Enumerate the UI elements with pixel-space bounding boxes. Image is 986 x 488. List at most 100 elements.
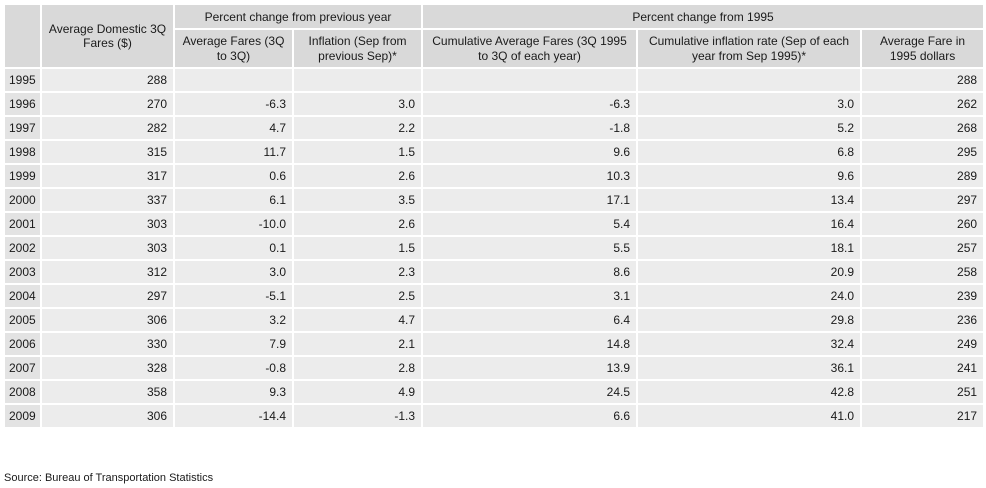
year-cell: 2007 [3, 355, 42, 381]
year-cell: 2002 [3, 235, 42, 261]
year-cell: 2003 [3, 259, 42, 285]
group-header-row: Average Domestic 3Q Fares ($) Percent ch… [3, 3, 986, 69]
value-cell: 41.0 [636, 403, 863, 429]
year-cell: 1999 [3, 163, 42, 189]
value-cell: 3.1 [421, 283, 639, 309]
value-cell: 330 [40, 331, 175, 357]
value-cell: -5.1 [173, 283, 294, 309]
table-row: 2002 303 0.1 1.5 5.5 18.1 257 [3, 235, 986, 261]
value-cell: 315 [40, 139, 175, 165]
value-cell: 6.6 [421, 403, 639, 429]
value-cell: 303 [40, 235, 175, 261]
value-cell: 8.6 [421, 259, 639, 285]
year-cell: 2008 [3, 379, 42, 405]
value-cell: -1.8 [421, 115, 639, 141]
value-cell: 24.5 [421, 379, 639, 405]
value-cell: 6.4 [421, 307, 639, 333]
value-cell: 260 [860, 211, 986, 237]
value-cell: -6.3 [173, 91, 294, 117]
table-body: 1995 288 288 1996 270 -6.3 3.0 -6.3 3.0 262 1997 28… [3, 67, 986, 429]
value-cell: 17.1 [421, 187, 639, 213]
table-row: 2001 303 -10.0 2.6 5.4 16.4 260 [3, 211, 986, 237]
table-row: 2009 306 -14.4 -1.3 6.6 41.0 217 [3, 403, 986, 429]
column-header: Cumulative inflation rate (Sep of each y… [636, 28, 863, 69]
value-cell: 297 [40, 283, 175, 309]
value-cell: 6.8 [636, 139, 863, 165]
table-row: 2007 328 -0.8 2.8 13.9 36.1 241 [3, 355, 986, 381]
value-cell: 7.9 [173, 331, 294, 357]
value-cell: 5.2 [636, 115, 863, 141]
value-cell: 2.6 [291, 163, 424, 189]
value-cell: -14.4 [173, 403, 294, 429]
value-cell: 257 [860, 235, 986, 261]
value-cell: 4.7 [291, 307, 424, 333]
value-cell: 303 [40, 211, 175, 237]
value-cell: 236 [860, 307, 986, 333]
value-cell: 9.6 [421, 139, 639, 165]
year-cell: 2005 [3, 307, 42, 333]
value-cell: 13.4 [636, 187, 863, 213]
value-cell: 0.1 [173, 235, 294, 261]
value-cell: 288 [860, 67, 986, 93]
value-cell: 2.8 [291, 355, 424, 381]
group-header: Percent change from previous year [172, 3, 424, 30]
value-cell: 251 [860, 379, 986, 405]
table-header: Average Domestic 3Q Fares ($) Percent ch… [3, 3, 986, 69]
value-cell: -10.0 [173, 211, 294, 237]
value-cell: 328 [40, 355, 175, 381]
year-cell: 2001 [3, 211, 42, 237]
value-cell: 268 [860, 115, 986, 141]
table-row: 2000 337 6.1 3.5 17.1 13.4 297 [3, 187, 986, 213]
year-cell: 2009 [3, 403, 42, 429]
value-cell: 1.5 [291, 139, 424, 165]
value-cell: 9.6 [636, 163, 863, 189]
value-cell: 4.9 [291, 379, 424, 405]
value-cell: 262 [860, 91, 986, 117]
value-cell: 289 [860, 163, 986, 189]
value-cell [173, 67, 294, 93]
value-cell: 297 [860, 187, 986, 213]
value-cell: 11.7 [173, 139, 294, 165]
value-cell: 6.1 [173, 187, 294, 213]
year-cell: 2006 [3, 331, 42, 357]
value-cell: -1.3 [291, 403, 424, 429]
table-row: 1997 282 4.7 2.2 -1.8 5.2 268 [3, 115, 986, 141]
table-row: 1998 315 11.7 1.5 9.6 6.8 295 [3, 139, 986, 165]
value-cell: 241 [860, 355, 986, 381]
value-cell: 217 [860, 403, 986, 429]
column-header-row: Average Fares (3Q to 3Q) Inflation (Sep … [4, 28, 986, 69]
value-cell: 16.4 [636, 211, 863, 237]
table-row: 1996 270 -6.3 3.0 -6.3 3.0 262 [3, 91, 986, 117]
column-header: Inflation (Sep from previous Sep)* [291, 28, 424, 69]
table-row: 2004 297 -5.1 2.5 3.1 24.0 239 [3, 283, 986, 309]
value-cell: 337 [40, 187, 175, 213]
source-note: Source: Bureau of Transportation Statist… [4, 472, 214, 484]
value-cell: 32.4 [636, 331, 863, 357]
group-header: Percent change from 1995 [421, 3, 986, 30]
value-cell: -0.8 [173, 355, 294, 381]
column-header: Cumulative Average Fares (3Q 1995 to 3Q … [421, 28, 639, 69]
value-cell: 42.8 [636, 379, 863, 405]
value-cell: 13.9 [421, 355, 639, 381]
value-cell: 295 [860, 139, 986, 165]
value-cell: 5.4 [421, 211, 639, 237]
value-cell: 3.0 [636, 91, 863, 117]
value-cell: 2.2 [291, 115, 424, 141]
column-header: Average Fares (3Q to 3Q) [173, 28, 294, 69]
value-cell: 3.2 [173, 307, 294, 333]
table-row: 2006 330 7.9 2.1 14.8 32.4 249 [3, 331, 986, 357]
column-header: Average Fare in 1995 dollars [860, 28, 986, 69]
table-row: 2008 358 9.3 4.9 24.5 42.8 251 [3, 379, 986, 405]
value-cell: 24.0 [636, 283, 863, 309]
table-row: 2003 312 3.0 2.3 8.6 20.9 258 [3, 259, 986, 285]
fares-table: Average Domestic 3Q Fares ($) Percent ch… [3, 3, 986, 429]
value-cell: 1.5 [291, 235, 424, 261]
year-cell: 2000 [3, 187, 42, 213]
value-cell: 10.3 [421, 163, 639, 189]
table-row: 2005 306 3.2 4.7 6.4 29.8 236 [3, 307, 986, 333]
value-cell: 3.0 [173, 259, 294, 285]
year-cell: 2004 [3, 283, 42, 309]
table-row: 1995 288 288 [3, 67, 986, 93]
value-cell: 306 [40, 403, 175, 429]
